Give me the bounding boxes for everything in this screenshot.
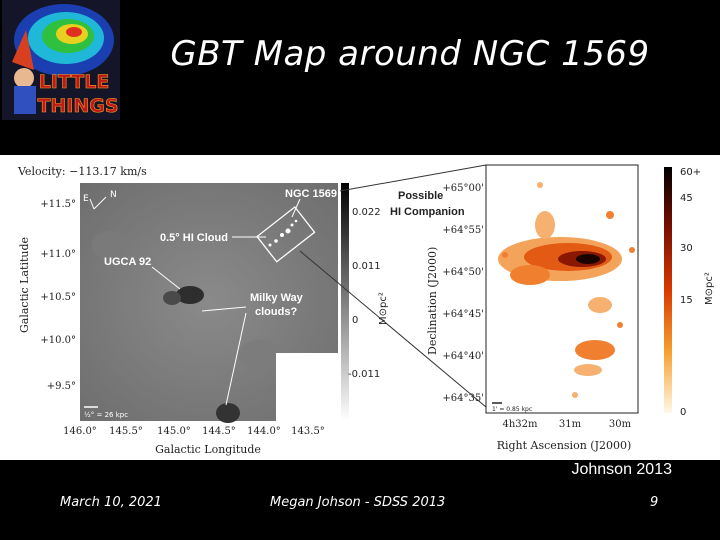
left-cbar-tick: 0.022 <box>352 207 381 218</box>
right-ytick: +64°45' <box>442 309 484 320</box>
left-ytick: +10.5° <box>40 292 76 303</box>
right-map-frame <box>485 164 639 414</box>
right-xtick: 31m <box>559 419 582 430</box>
right-cbar-tick: 45 <box>680 193 693 204</box>
right-colorbar <box>664 167 672 413</box>
right-xtick: 4h32m <box>502 419 538 430</box>
logo-graphic: LITTLE THINGS <box>2 0 120 120</box>
annotation-hi-companion: HI Companion <box>390 206 465 218</box>
little-things-logo: LITTLE THINGS <box>2 0 120 120</box>
compass-arrow <box>93 196 107 210</box>
compass-n: N <box>110 190 117 200</box>
left-xlabel: Galactic Longitude <box>155 443 261 456</box>
left-xtick: 143.5° <box>291 426 325 437</box>
left-ytick: +10.0° <box>40 335 76 346</box>
masked-region <box>276 353 338 421</box>
right-cbar-tick: 15 <box>680 295 693 306</box>
annotation-ngc1569: NGC 1569 <box>285 188 337 200</box>
right-ytick: +64°50' <box>442 267 484 278</box>
annotation-ugca92: UGCA 92 <box>104 256 151 268</box>
velocity-label: Velocity: −113.17 km/s <box>17 165 147 178</box>
figure-panel: Velocity: −113.17 km/s NGC 1569 0.5° HI … <box>0 155 720 460</box>
logo-text-things: THINGS <box>37 95 118 117</box>
annotation-hi-cloud: 0.5° HI Cloud <box>160 232 228 244</box>
zoom-line-bottom <box>299 250 487 408</box>
footer-date: March 10, 2021 <box>60 495 162 510</box>
right-ytick: +64°35' <box>442 393 484 404</box>
figure-svg: Velocity: −113.17 km/s NGC 1569 0.5° HI … <box>17 164 715 456</box>
page-number: 9 <box>650 495 659 510</box>
left-cbar-label: M⊙pc² <box>378 292 389 325</box>
right-cbar-tick: 60+ <box>680 167 701 178</box>
right-xtick: 30m <box>609 419 632 430</box>
left-scale-label: ½° = 26 kpc <box>84 411 128 419</box>
left-cbar-tick: 0.011 <box>352 261 381 272</box>
left-xtick: 144.0° <box>247 426 281 437</box>
left-cbar-tick: -0.011 <box>348 369 380 380</box>
logo-text-little: LITTLE <box>39 71 110 93</box>
right-ylabel: Declination (J2000) <box>426 247 439 355</box>
footer-presenter: Megan Johson - SDSS 2013 <box>270 495 446 510</box>
right-cbar-tick: 0 <box>680 407 686 418</box>
left-xtick: 144.5° <box>202 426 236 437</box>
left-ytick: +9.5° <box>47 381 76 392</box>
left-ylabel: Galactic Latitude <box>18 237 31 333</box>
ngc1569-box <box>256 206 316 263</box>
left-xtick: 146.0° <box>63 426 97 437</box>
zoom-line-top <box>339 164 487 192</box>
right-ytick: +64°40' <box>442 351 484 362</box>
right-xlabel: Right Ascension (J2000) <box>497 439 632 452</box>
annotation-possible: Possible <box>398 190 443 202</box>
right-ytick: +64°55' <box>442 225 484 236</box>
right-cbar-label: M⊙pc² <box>704 272 715 305</box>
left-xtick: 145.5° <box>109 426 143 437</box>
hi-emission-map <box>498 182 635 398</box>
right-ytick: +65°00' <box>442 183 484 194</box>
compass-e: E <box>83 194 89 204</box>
right-cbar-tick: 30 <box>680 243 693 254</box>
annotation-milky-way: Milky Way <box>250 292 304 304</box>
left-xtick: 145.0° <box>157 426 191 437</box>
ugca92-blob <box>176 286 204 304</box>
slide-title: GBT Map around NGC 1569 <box>170 34 650 74</box>
left-cbar-tick: 0 <box>352 315 358 326</box>
left-colorbar <box>341 183 349 421</box>
right-scale-label: 1' = 0.85 kpc <box>492 406 532 413</box>
left-ytick: +11.5° <box>40 199 76 210</box>
left-ytick: +11.0° <box>40 249 76 260</box>
annotation-clouds: clouds? <box>255 306 297 318</box>
figure-credit: Johnson 2013 <box>571 461 672 478</box>
